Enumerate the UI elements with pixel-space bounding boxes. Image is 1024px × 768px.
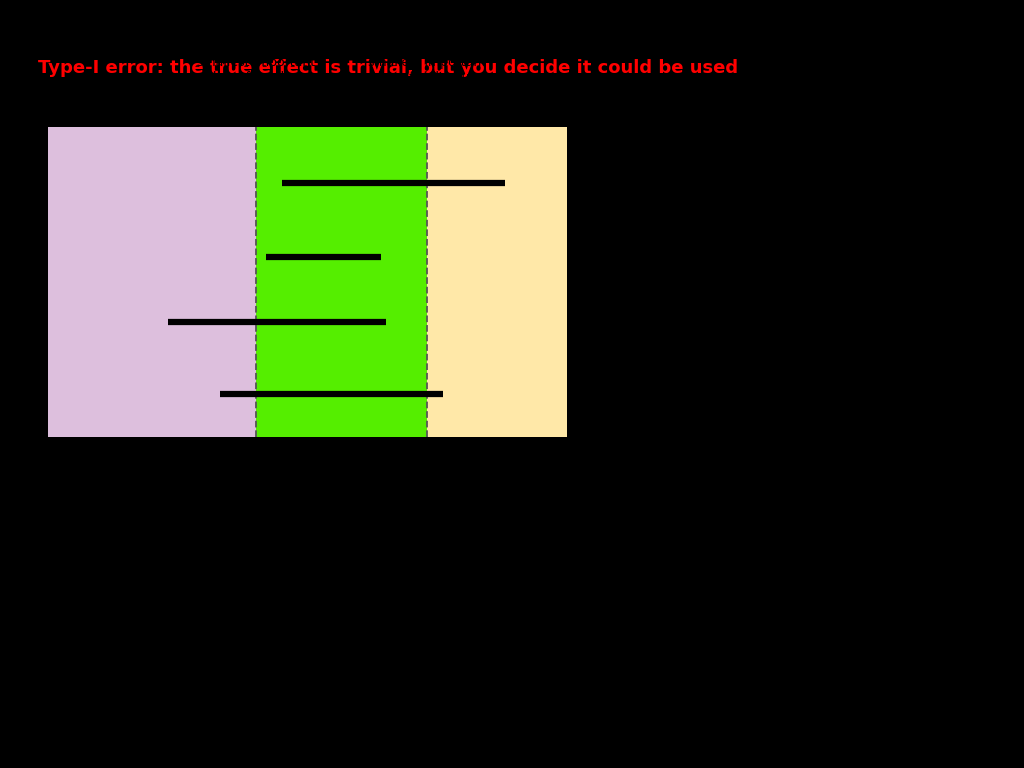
Text: ): ) [384,486,389,501]
Text: trivial: trivial [322,475,361,489]
Text: substantial harm: substantial harm [93,475,211,489]
Text: unlikely: unlikely [342,557,401,572]
Text: Clinical magnitude-based inference:: Clinical magnitude-based inference: [39,32,403,51]
Text: Type-I error: the true effect is trivial, but you decide it could be used: Type-I error: the true effect is trivial… [39,59,738,77]
Text: A Type-I error also occurs if the
confidence interval is entirely in the harm.
W: A Type-I error also occurs if the confid… [583,467,908,543]
Text: "Couldn't be beneficial": <25% chance (: "Couldn't be beneficial": <25% chance ( [39,557,347,572]
Text: ; etc.): ; etc.) [597,593,642,607]
Text: "Could be beneficial": >25% chance (: "Could be beneficial": >25% chance ( [39,486,327,501]
Text: ; 5-25%,: ; 5-25%, [471,593,540,607]
Text: and a 99% confidence interval on the harm side. It's easier to work with the pro: and a 99% confidence interval on the har… [39,670,727,684]
Text: most unlikely: most unlikely [332,521,434,537]
Text: ): ) [400,557,407,572]
Text: Value of effect statistic: Value of effect statistic [220,507,396,522]
Bar [427,127,567,437]
Text: smallest important
harmful value: smallest important harmful value [197,56,315,84]
Text: No: No [986,260,1006,274]
Bar [256,127,427,437]
Text: These probabilities imply a 50% confidence interval on the benefit side: These probabilities imply a 50% confiden… [39,635,585,650]
Text: unlikely: unlikely [539,593,598,607]
Text: MBI error: MBI error [925,85,1006,101]
Text: No: No [986,195,1006,210]
Bar [48,127,256,437]
Text: Yes: Type I: Yes: Type I [930,131,1006,146]
Text: "Could be harmful": >0.5% chance (0.5-5%,: "Could be harmful": >0.5% chance (0.5-5%… [39,593,381,607]
Text: Couldn't be beneficial
couldn't be harmful:  don't use it!: Couldn't be beneficial couldn't be harmf… [583,191,828,226]
Text: Could be beneficial or harmful:
unclear, don't use it, get more data!: Could be beneficial or harmful: unclear,… [583,327,849,362]
Text: Could be beneficial,
couldn't be harmful: use it!: Could be beneficial, couldn't be harmful… [583,127,782,161]
Text: very unlikely: very unlikely [375,593,473,607]
Text: "Couldn't be harmful": <0.5% chance (: "Couldn't be harmful": <0.5% chance ( [39,521,337,537]
Text: Couldn't be beneficial,
could be harmful: don't use it!: Couldn't be beneficial, could be harmful… [583,256,805,290]
Text: Clinical MBI: Clinical MBI [583,85,682,101]
Text: substantial benefit: substantial benefit [432,475,562,489]
Text: possibly: possibly [323,486,385,501]
Text: ): ) [432,521,438,537]
Text: smallest important
beneficial value: smallest important beneficial value [369,56,486,84]
Text: No: No [986,331,1006,346]
